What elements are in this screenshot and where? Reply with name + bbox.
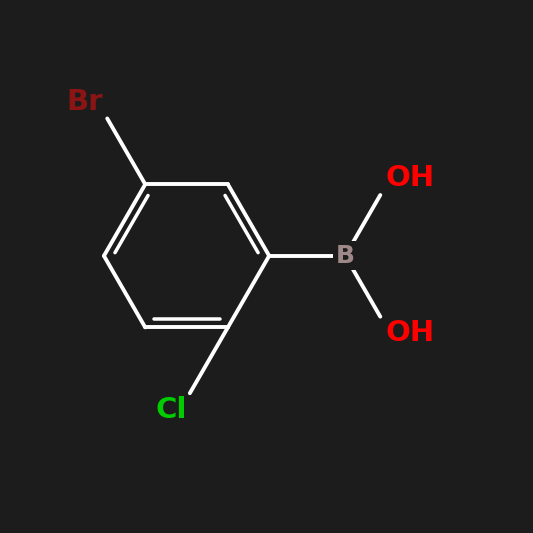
Text: Br: Br <box>67 88 103 116</box>
Text: Cl: Cl <box>156 396 187 424</box>
Text: OH: OH <box>385 164 435 192</box>
Text: B: B <box>336 244 354 268</box>
Text: OH: OH <box>385 319 435 348</box>
